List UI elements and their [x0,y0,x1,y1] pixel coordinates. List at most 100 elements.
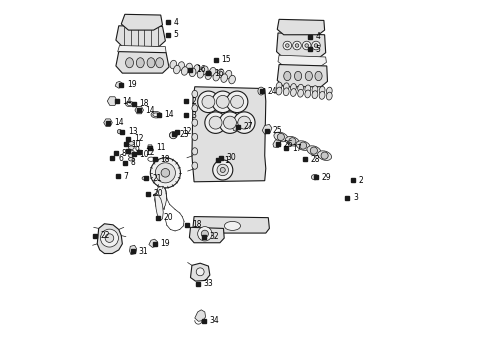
Circle shape [197,91,219,113]
Ellipse shape [319,86,325,94]
Text: 1: 1 [224,156,229,165]
Ellipse shape [284,71,291,81]
Ellipse shape [217,69,224,77]
Ellipse shape [147,58,155,68]
Ellipse shape [142,176,147,180]
Circle shape [223,116,236,129]
Ellipse shape [312,91,318,99]
Circle shape [161,168,170,177]
Ellipse shape [326,92,332,100]
Text: 29: 29 [322,173,331,182]
Circle shape [305,44,309,47]
Polygon shape [278,55,326,66]
Ellipse shape [192,134,197,140]
Text: 18: 18 [140,99,149,108]
Circle shape [238,116,251,129]
Circle shape [100,229,119,247]
Polygon shape [104,119,112,126]
Ellipse shape [229,75,235,84]
Ellipse shape [196,268,204,276]
Circle shape [150,158,180,188]
Circle shape [205,112,226,134]
Ellipse shape [225,70,232,79]
Circle shape [283,41,292,50]
Ellipse shape [192,148,197,155]
Text: 17: 17 [292,144,302,153]
Ellipse shape [291,84,296,91]
Ellipse shape [298,89,303,97]
Text: 8: 8 [122,149,126,158]
Text: 19: 19 [127,81,137,90]
Text: 33: 33 [203,279,213,288]
Text: 16: 16 [214,69,224,78]
Circle shape [289,138,296,145]
Ellipse shape [128,154,134,157]
Circle shape [295,44,299,47]
Ellipse shape [170,132,177,138]
Circle shape [293,41,301,50]
Polygon shape [129,245,137,255]
Text: 32: 32 [210,232,219,241]
Ellipse shape [283,83,289,91]
Ellipse shape [153,113,159,117]
Text: 20: 20 [154,189,164,198]
Polygon shape [116,51,169,73]
Circle shape [197,226,212,241]
Circle shape [213,160,233,180]
Circle shape [277,134,285,140]
Ellipse shape [258,87,265,95]
Ellipse shape [128,150,134,154]
Circle shape [170,132,177,139]
Ellipse shape [197,69,204,78]
Ellipse shape [274,132,288,142]
Circle shape [155,163,175,183]
Polygon shape [116,26,166,46]
Ellipse shape [186,63,193,72]
Ellipse shape [189,68,196,77]
Ellipse shape [224,221,241,230]
Ellipse shape [128,141,134,145]
Polygon shape [122,14,163,30]
Text: 18: 18 [160,155,170,164]
Polygon shape [97,224,122,253]
Circle shape [105,234,114,242]
Text: 12: 12 [145,148,154,157]
Polygon shape [262,125,272,134]
Polygon shape [273,140,281,148]
Text: 14: 14 [114,118,123,127]
Text: 26: 26 [284,140,294,149]
Text: 10: 10 [140,150,149,159]
Text: 27: 27 [244,122,253,131]
Text: 14: 14 [122,96,132,105]
Ellipse shape [201,66,208,75]
Ellipse shape [315,71,322,81]
Polygon shape [192,87,266,182]
Text: 31: 31 [139,247,148,256]
Text: 13: 13 [128,127,138,136]
Ellipse shape [294,71,302,81]
Circle shape [314,44,318,47]
Text: 8: 8 [131,158,135,167]
Ellipse shape [178,62,184,70]
Ellipse shape [181,67,188,75]
Polygon shape [277,19,324,35]
Ellipse shape [151,112,161,118]
Text: 14: 14 [165,110,174,119]
Ellipse shape [209,67,216,76]
Ellipse shape [192,119,197,126]
Ellipse shape [205,71,212,80]
Text: 16: 16 [196,65,206,74]
Text: 10: 10 [132,140,141,149]
Text: 18: 18 [193,220,202,229]
Ellipse shape [305,90,311,98]
Polygon shape [115,81,122,88]
Ellipse shape [307,146,321,156]
Polygon shape [107,97,117,105]
Ellipse shape [296,141,310,150]
Ellipse shape [326,87,332,95]
Ellipse shape [156,58,164,68]
Ellipse shape [319,91,325,99]
Ellipse shape [283,88,289,96]
Ellipse shape [305,71,313,81]
Text: 5: 5 [315,45,320,54]
